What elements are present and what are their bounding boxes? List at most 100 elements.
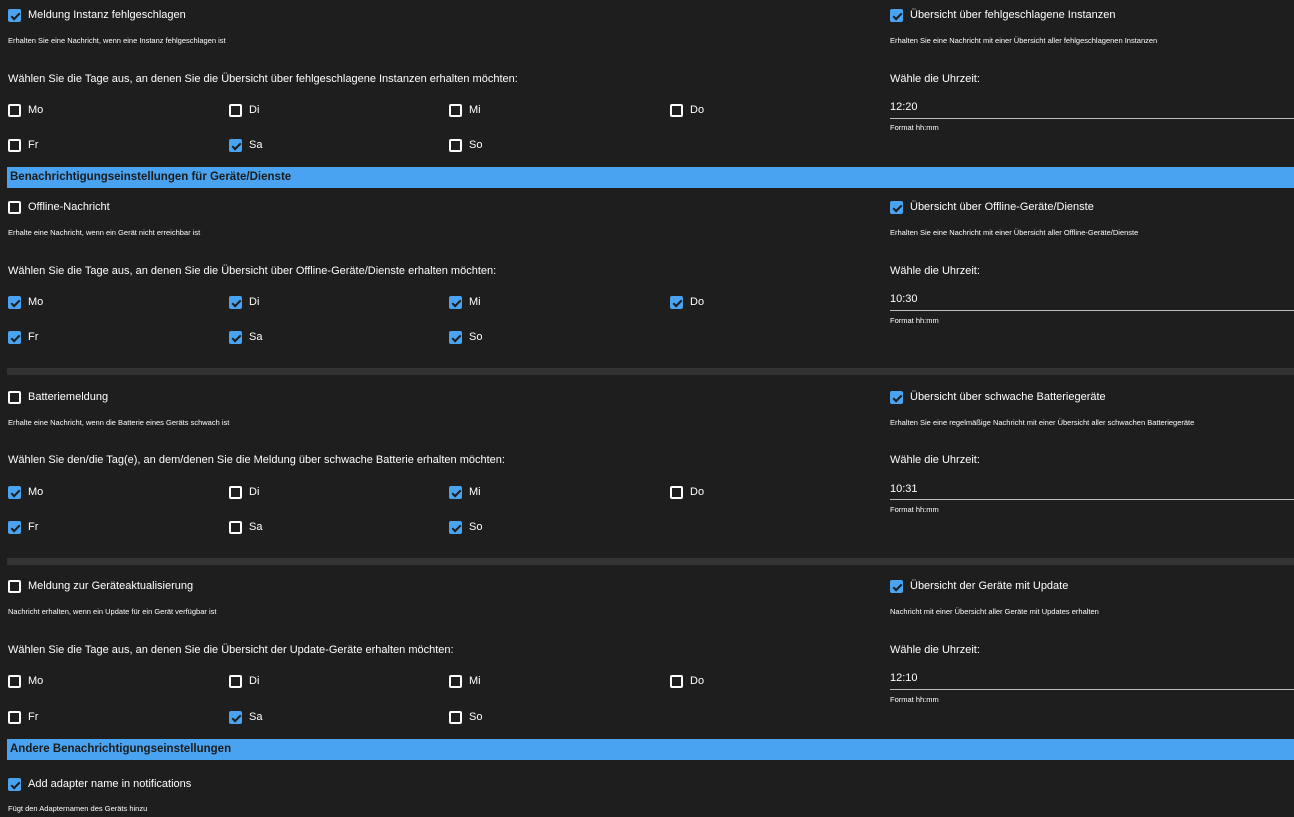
day-label-di[interactable]: Di xyxy=(249,486,260,498)
checkbox-unchecked-icon[interactable] xyxy=(8,201,21,214)
checkbox-checked-icon[interactable] xyxy=(890,391,903,404)
checkbox-checked-icon[interactable] xyxy=(890,9,903,22)
time-input[interactable]: 10:30 xyxy=(890,293,918,305)
checkbox-checked-icon[interactable] xyxy=(670,296,683,309)
day-label-di[interactable]: Di xyxy=(249,104,260,116)
checkbox-unchecked-icon[interactable] xyxy=(8,391,21,404)
day-label-fr[interactable]: Fr xyxy=(28,139,39,151)
time-input-underline xyxy=(890,689,1294,690)
checkbox-unchecked-icon[interactable] xyxy=(449,711,462,724)
day-label-mi[interactable]: Mi xyxy=(469,296,481,308)
section-header-other: Andere Benachrichtigungseinstellungen xyxy=(7,739,1294,760)
day-label-so[interactable]: So xyxy=(469,331,483,343)
day-label-fr[interactable]: Fr xyxy=(28,331,39,343)
time-input[interactable]: 12:20 xyxy=(890,101,918,113)
battery-overview-help: Erhalten Sie eine regelmäßige Nachricht … xyxy=(890,418,1195,427)
section-header-devices-label: Benachrichtigungseinstellungen für Gerät… xyxy=(10,171,292,183)
day-label-fr[interactable]: Fr xyxy=(28,711,39,723)
time-input-underline xyxy=(890,310,1294,311)
checkbox-checked-icon[interactable] xyxy=(890,580,903,593)
day-label-di[interactable]: Di xyxy=(249,296,260,308)
checkbox-unchecked-icon[interactable] xyxy=(8,139,21,152)
day-label-mo[interactable]: Mo xyxy=(28,486,44,498)
time-format-hint: Format hh:mm xyxy=(890,505,939,514)
checkbox-checked-icon[interactable] xyxy=(449,331,462,344)
time-input-underline xyxy=(890,118,1294,119)
day-label-mo[interactable]: Mo xyxy=(28,675,44,687)
checkbox-unchecked-icon[interactable] xyxy=(8,104,21,117)
battery-overview-label[interactable]: Übersicht über schwache Batteriegeräte xyxy=(910,391,1106,403)
checkbox-unchecked-icon[interactable] xyxy=(8,675,21,688)
day-label-mi[interactable]: Mi xyxy=(469,104,481,116)
checkbox-checked-icon[interactable] xyxy=(449,486,462,499)
battery-message-help: Erhalte eine Nachricht, wenn die Batteri… xyxy=(8,418,230,427)
checkbox-unchecked-icon[interactable] xyxy=(8,711,21,724)
time-input[interactable]: 12:10 xyxy=(890,672,918,684)
checkbox-unchecked-icon[interactable] xyxy=(229,675,242,688)
days-question: Wählen Sie die Tage aus, an denen Sie di… xyxy=(8,644,454,656)
checkbox-unchecked-icon[interactable] xyxy=(8,580,21,593)
checkbox-unchecked-icon[interactable] xyxy=(449,675,462,688)
day-label-mi[interactable]: Mi xyxy=(469,486,481,498)
offline-message-help: Erhalte eine Nachricht, wenn ein Gerät n… xyxy=(8,228,201,237)
checkbox-unchecked-icon[interactable] xyxy=(449,139,462,152)
time-label: Wähle die Uhrzeit: xyxy=(890,265,980,277)
checkbox-checked-icon[interactable] xyxy=(8,331,21,344)
day-label-so[interactable]: So xyxy=(469,711,483,723)
instance-overview-help: Erhalten Sie eine Nachricht mit einer Üb… xyxy=(890,36,1158,45)
update-message-help: Nachricht erhalten, wenn ein Update für … xyxy=(8,607,217,616)
checkbox-checked-icon[interactable] xyxy=(449,296,462,309)
checkbox-checked-icon[interactable] xyxy=(229,139,242,152)
checkbox-checked-icon[interactable] xyxy=(8,486,21,499)
day-label-do[interactable]: Do xyxy=(690,486,705,498)
day-label-sa[interactable]: Sa xyxy=(249,521,263,533)
section-divider xyxy=(7,558,1294,565)
section-header-devices: Benachrichtigungseinstellungen für Gerät… xyxy=(7,167,1294,188)
time-input-underline xyxy=(890,499,1294,500)
checkbox-checked-icon[interactable] xyxy=(8,296,21,309)
day-label-so[interactable]: So xyxy=(469,139,483,151)
day-label-do[interactable]: Do xyxy=(690,675,705,687)
day-label-sa[interactable]: Sa xyxy=(249,139,263,151)
checkbox-checked-icon[interactable] xyxy=(8,9,21,22)
day-label-fr[interactable]: Fr xyxy=(28,521,39,533)
update-message-label[interactable]: Meldung zur Geräteaktualisierung xyxy=(28,580,194,592)
checkbox-checked-icon[interactable] xyxy=(8,778,21,791)
offline-message-label[interactable]: Offline-Nachricht xyxy=(28,201,110,213)
checkbox-checked-icon[interactable] xyxy=(890,201,903,214)
checkbox-unchecked-icon[interactable] xyxy=(670,104,683,117)
update-overview-label[interactable]: Übersicht der Geräte mit Update xyxy=(910,580,1069,592)
checkbox-unchecked-icon[interactable] xyxy=(449,104,462,117)
day-label-sa[interactable]: Sa xyxy=(249,711,263,723)
checkbox-unchecked-icon[interactable] xyxy=(670,486,683,499)
checkbox-unchecked-icon[interactable] xyxy=(229,104,242,117)
checkbox-checked-icon[interactable] xyxy=(449,521,462,534)
instance-failed-label[interactable]: Meldung Instanz fehlgeschlagen xyxy=(28,9,186,21)
adapter-name-label[interactable]: Add adapter name in notifications xyxy=(28,778,192,790)
day-label-mo[interactable]: Mo xyxy=(28,104,44,116)
day-label-mi[interactable]: Mi xyxy=(469,675,481,687)
time-label: Wähle die Uhrzeit: xyxy=(890,454,980,466)
checkbox-checked-icon[interactable] xyxy=(8,521,21,534)
battery-message-label[interactable]: Batteriemeldung xyxy=(28,391,109,403)
day-label-di[interactable]: Di xyxy=(249,675,260,687)
time-format-hint: Format hh:mm xyxy=(890,123,939,132)
checkbox-unchecked-icon[interactable] xyxy=(229,521,242,534)
day-label-do[interactable]: Do xyxy=(690,296,705,308)
time-format-hint: Format hh:mm xyxy=(890,316,939,325)
checkbox-unchecked-icon[interactable] xyxy=(670,675,683,688)
checkbox-checked-icon[interactable] xyxy=(229,711,242,724)
checkbox-unchecked-icon[interactable] xyxy=(229,486,242,499)
update-overview-help: Nachricht mit einer Übersicht aller Gerä… xyxy=(890,607,1099,616)
checkbox-checked-icon[interactable] xyxy=(229,331,242,344)
day-label-sa[interactable]: Sa xyxy=(249,331,263,343)
time-input[interactable]: 10:31 xyxy=(890,483,918,495)
day-label-so[interactable]: So xyxy=(469,521,483,533)
day-label-mo[interactable]: Mo xyxy=(28,296,44,308)
offline-overview-label[interactable]: Übersicht über Offline-Geräte/Dienste xyxy=(910,201,1094,213)
day-label-do[interactable]: Do xyxy=(690,104,705,116)
checkbox-checked-icon[interactable] xyxy=(229,296,242,309)
instance-overview-label[interactable]: Übersicht über fehlgeschlagene Instanzen xyxy=(910,9,1116,21)
days-question: Wählen Sie die Tage aus, an denen Sie di… xyxy=(8,73,518,85)
offline-overview-help: Erhalten Sie eine Nachricht mit einer Üb… xyxy=(890,228,1139,237)
